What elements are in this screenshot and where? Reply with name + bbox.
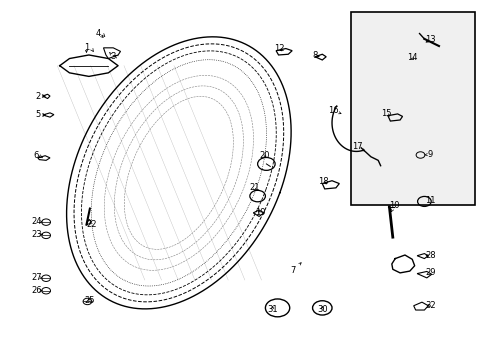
Text: 17: 17 <box>351 141 362 150</box>
Text: 1: 1 <box>83 43 89 52</box>
Text: 13: 13 <box>424 36 435 45</box>
Text: 10: 10 <box>388 201 399 210</box>
Text: 15: 15 <box>381 109 391 118</box>
Text: 16: 16 <box>327 106 338 115</box>
Text: 11: 11 <box>424 196 435 205</box>
Text: 23: 23 <box>31 230 41 239</box>
Text: 5: 5 <box>35 111 41 120</box>
Text: 21: 21 <box>248 183 259 192</box>
Text: 9: 9 <box>427 150 432 159</box>
Text: 30: 30 <box>316 305 327 314</box>
Text: 26: 26 <box>31 285 41 294</box>
Text: 25: 25 <box>84 296 95 305</box>
Bar <box>351 12 474 205</box>
Text: 2: 2 <box>35 91 41 100</box>
Text: 3: 3 <box>110 52 116 61</box>
Text: 12: 12 <box>274 44 284 53</box>
Text: 29: 29 <box>424 268 435 277</box>
Text: 31: 31 <box>267 305 278 314</box>
Text: 8: 8 <box>312 51 317 60</box>
Text: 24: 24 <box>31 217 41 226</box>
Text: 18: 18 <box>317 177 328 186</box>
Text: 6: 6 <box>34 151 39 160</box>
Text: 32: 32 <box>424 301 435 310</box>
Text: 4: 4 <box>96 29 101 38</box>
Text: 14: 14 <box>406 53 417 62</box>
Text: 19: 19 <box>254 208 265 217</box>
Text: 7: 7 <box>290 266 295 275</box>
Text: 22: 22 <box>86 220 97 229</box>
Text: 28: 28 <box>424 251 435 260</box>
Text: 20: 20 <box>259 151 269 160</box>
Text: 27: 27 <box>31 273 41 282</box>
